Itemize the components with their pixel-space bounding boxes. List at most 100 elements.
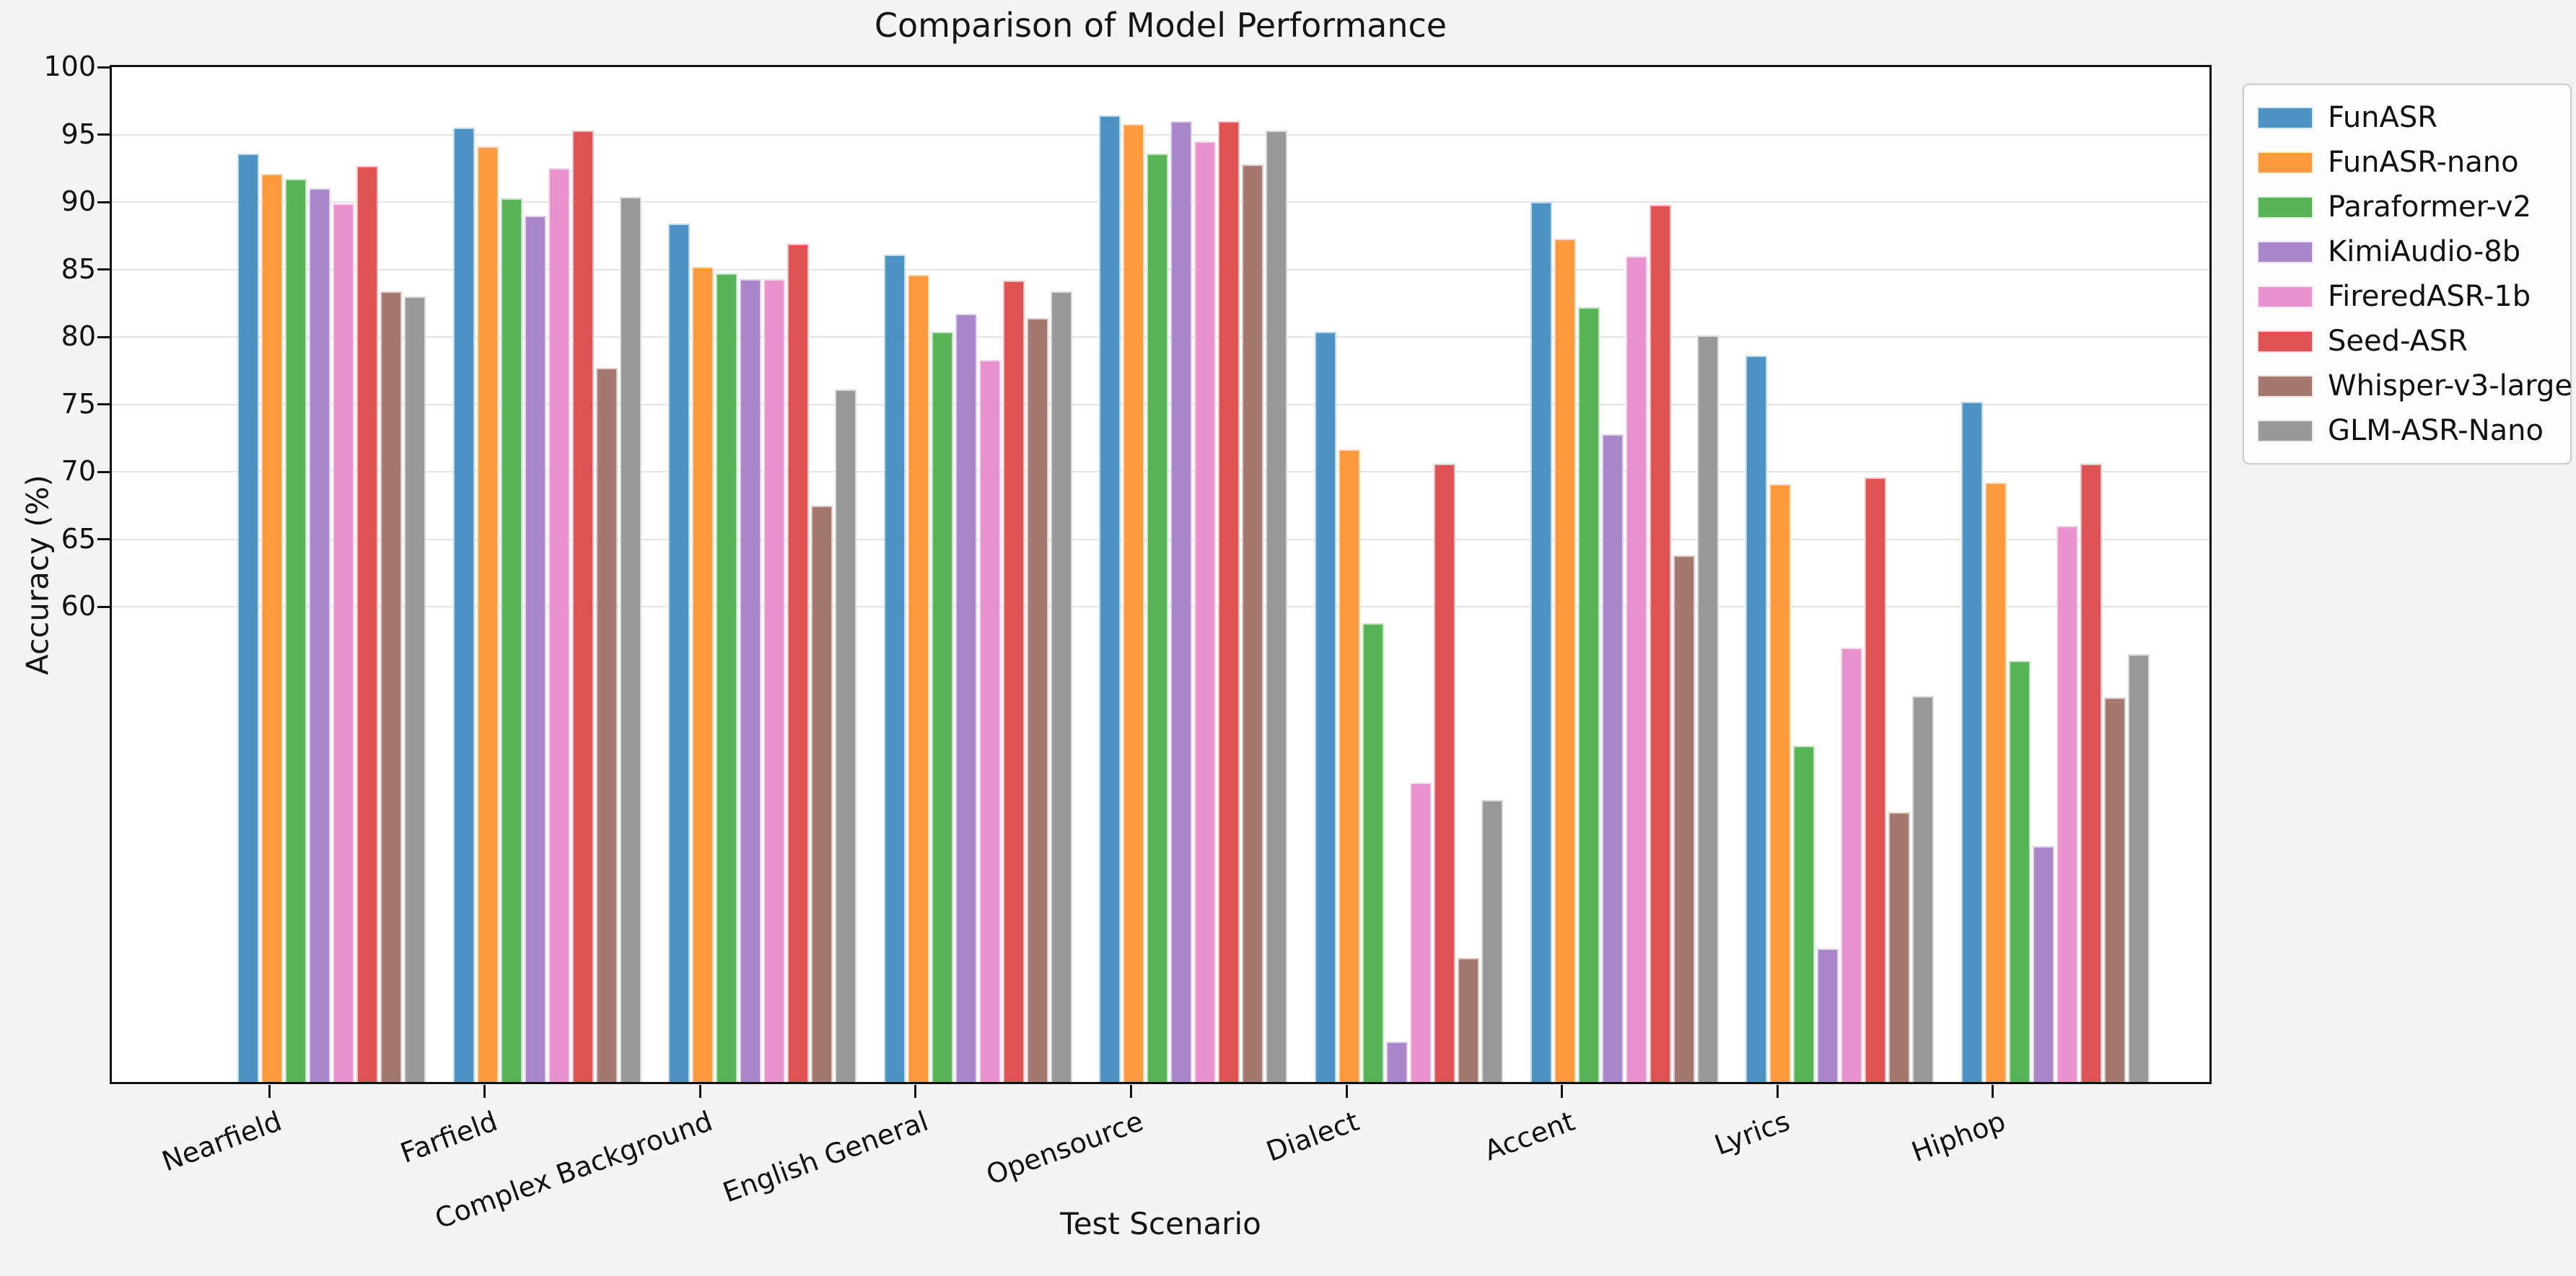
bar-GLM-ASR-Nano-Complex Background: [835, 390, 857, 1082]
bar-FunASR-English General: [883, 255, 906, 1082]
bar-KimiAudio-8b-Nearfield: [309, 188, 330, 1082]
bar-FireredASR-1b-Complex Background: [763, 278, 786, 1082]
bar-FireredASR-1b-English General: [978, 360, 1001, 1082]
legend-label: GLM-ASR-Nano: [2328, 414, 2544, 447]
bar-Seed-ASR-Nearfield: [356, 165, 378, 1082]
bar-Paraformer-v2-Farfield: [500, 198, 522, 1082]
y-tick-75: [97, 403, 110, 406]
y-tick-85: [97, 268, 110, 271]
bar-FunASR-nano-English General: [907, 275, 929, 1082]
bar-Seed-ASR-Lyrics: [1865, 477, 1887, 1082]
y-tick-80: [97, 335, 110, 338]
bar-FireredASR-1b-Nearfield: [333, 203, 354, 1082]
legend-swatch-icon: [2257, 374, 2313, 397]
bar-GLM-ASR-Nano-Nearfield: [404, 296, 426, 1082]
x-tick-5: [1345, 1085, 1348, 1098]
y-tick-label: 90: [61, 185, 96, 218]
legend-item-FireredASR-1b: FireredASR-1b: [2257, 274, 2557, 319]
bar-Seed-ASR-Farfield: [571, 130, 594, 1082]
legend-swatch-icon: [2257, 285, 2313, 308]
bar-Whisper-v3-large-Hiphop: [2103, 697, 2126, 1082]
bar-KimiAudio-8b-Dialect: [1386, 1041, 1408, 1082]
x-axis-label: Test Scenario: [1060, 1206, 1261, 1241]
bar-KimiAudio-8b-Farfield: [524, 215, 546, 1082]
y-tick-label: 70: [61, 455, 96, 488]
bar-FireredASR-1b-Farfield: [548, 168, 570, 1082]
gridline-y-95: [112, 133, 2209, 136]
y-tick-label: 75: [61, 387, 96, 420]
y-tick-60: [97, 605, 110, 608]
y-tick-label: 80: [61, 320, 96, 353]
bar-KimiAudio-8b-Complex Background: [740, 278, 762, 1082]
bar-GLM-ASR-Nano-English General: [1050, 291, 1072, 1082]
y-axis-label: Accuracy (%): [19, 475, 56, 675]
y-tick-label: 85: [61, 252, 96, 285]
bar-Seed-ASR-English General: [1002, 280, 1025, 1082]
y-tick-label: 65: [61, 522, 96, 555]
bar-Seed-ASR-Complex Background: [787, 244, 810, 1082]
bar-FunASR-Accent: [1530, 202, 1552, 1082]
bar-FireredASR-1b-Dialect: [1410, 782, 1432, 1082]
bar-KimiAudio-8b-Accent: [1601, 434, 1624, 1082]
bar-GLM-ASR-Nano-Dialect: [1481, 799, 1503, 1082]
bar-FireredASR-1b-Lyrics: [1841, 647, 1863, 1082]
bar-FunASR-nano-Farfield: [476, 146, 499, 1082]
y-tick-label: 95: [61, 118, 96, 150]
x-tick-6: [1561, 1085, 1564, 1098]
legend-item-Seed-ASR: Seed-ASR: [2257, 319, 2557, 364]
legend-swatch-icon: [2257, 106, 2313, 129]
bar-FunASR-nano-Nearfield: [261, 173, 283, 1082]
legend-label: FireredASR-1b: [2328, 280, 2531, 313]
bar-Paraformer-v2-Dialect: [1362, 622, 1384, 1082]
bar-Seed-ASR-Hiphop: [2080, 464, 2102, 1082]
bar-Paraformer-v2-Lyrics: [1793, 746, 1815, 1082]
legend-label: Paraformer-v2: [2328, 190, 2532, 224]
bar-FunASR-Lyrics: [1745, 356, 1768, 1082]
x-tick-1: [483, 1085, 486, 1098]
bar-Paraformer-v2-Hiphop: [2008, 661, 2030, 1082]
bar-Paraformer-v2-Accent: [1577, 307, 1600, 1082]
legend-swatch-icon: [2257, 195, 2313, 219]
bar-Seed-ASR-Dialect: [1434, 464, 1455, 1082]
bar-Whisper-v3-large-Dialect: [1458, 957, 1479, 1082]
x-tick-7: [1776, 1085, 1779, 1098]
x-tick-8: [1992, 1085, 1994, 1098]
bar-FunASR-Nearfield: [237, 153, 259, 1082]
y-tick-95: [97, 133, 110, 136]
y-tick-65: [97, 538, 110, 541]
bar-Whisper-v3-large-Lyrics: [1888, 811, 1911, 1082]
legend-item-FunASR: FunASR: [2257, 95, 2557, 140]
legend-swatch-icon: [2257, 419, 2313, 442]
bar-Paraformer-v2-Nearfield: [285, 179, 307, 1082]
bar-KimiAudio-8b-English General: [955, 314, 977, 1082]
legend-label: Seed-ASR: [2328, 325, 2468, 358]
chart-title: Comparison of Model Performance: [874, 6, 1447, 45]
bar-FunASR-Farfield: [452, 128, 475, 1082]
bar-KimiAudio-8b-Opensource: [1170, 120, 1193, 1082]
bar-FunASR-nano-Lyrics: [1769, 484, 1792, 1082]
bar-FunASR-nano-Hiphop: [1984, 483, 2007, 1082]
bar-FireredASR-1b-Opensource: [1194, 141, 1217, 1082]
bar-Paraformer-v2-Opensource: [1147, 153, 1169, 1082]
bar-GLM-ASR-Nano-Accent: [1696, 335, 1719, 1082]
bar-FunASR-Dialect: [1315, 331, 1336, 1082]
x-tick-2: [698, 1085, 701, 1098]
legend-label: FunASR: [2328, 101, 2438, 134]
bar-Whisper-v3-large-Complex Background: [811, 506, 833, 1082]
legend-item-FunASR-nano: FunASR-nano: [2257, 140, 2557, 185]
bar-Whisper-v3-large-Farfield: [595, 368, 618, 1082]
y-tick-70: [97, 470, 110, 473]
legend-label: Whisper-v3-large: [2328, 369, 2573, 402]
bar-FunASR-Hiphop: [1961, 402, 1983, 1082]
bar-Whisper-v3-large-Nearfield: [380, 291, 402, 1082]
y-tick-label: 100: [43, 50, 96, 83]
legend-swatch-icon: [2257, 330, 2313, 353]
bar-Whisper-v3-large-Opensource: [1242, 164, 1264, 1082]
bar-KimiAudio-8b-Lyrics: [1817, 948, 1839, 1082]
y-tick-100: [97, 66, 110, 69]
legend-label: FunASR-nano: [2328, 146, 2519, 179]
x-tick-3: [914, 1085, 917, 1098]
legend-item-Whisper-v3-large: Whisper-v3-large: [2257, 364, 2572, 408]
legend-item-Paraformer-v2: Paraformer-v2: [2257, 185, 2557, 229]
